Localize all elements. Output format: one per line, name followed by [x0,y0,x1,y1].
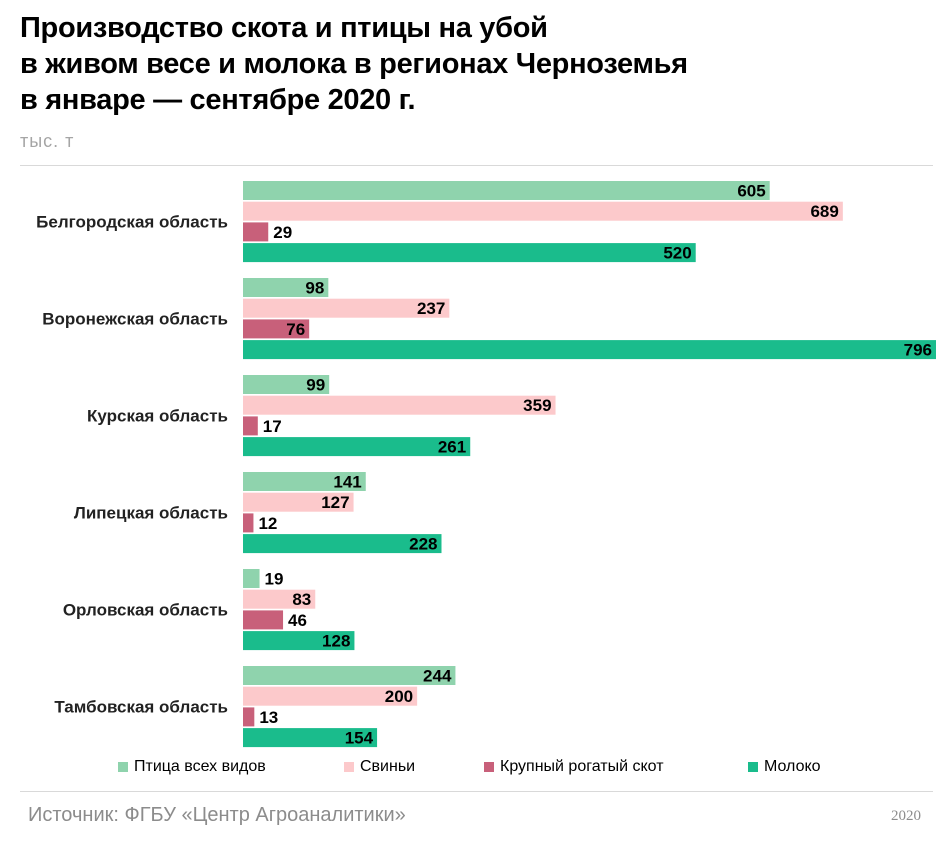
data-label: 237 [417,299,445,318]
bar [243,222,269,242]
data-label: 200 [385,687,413,706]
bar [243,666,456,685]
bar [243,492,354,512]
data-label: 689 [810,202,838,221]
bar [243,686,418,706]
bar [243,278,329,297]
bar [243,181,770,200]
data-label: 228 [409,535,437,554]
source-note: Источник: ФГБУ «Центр Агроаналитики» [28,804,406,826]
data-label: 76 [286,320,305,339]
bar [243,201,843,221]
bar [243,437,471,457]
title-line-2: в живом весе и молока в регионах Чернозе… [20,48,688,80]
data-label: 141 [333,473,361,492]
bar [243,298,450,318]
legend-label: Крупный рогатый скот [500,758,664,775]
legend-item: Свиньи [344,758,415,776]
data-label: 128 [322,632,350,651]
bar [243,569,260,588]
data-label: 19 [265,570,284,589]
bar [243,375,330,394]
data-label: 29 [273,223,292,242]
data-label: 99 [306,376,325,395]
data-label: 12 [258,514,277,533]
bar-chart: Белгородская область 605 689 29 520 Воронежск… [36,181,936,748]
bar [243,707,255,727]
legend-swatch [748,762,758,772]
legend-swatch [484,762,494,772]
data-label: 796 [904,341,932,360]
data-label: 261 [438,438,466,457]
legend-label: Птица всех видов [134,758,266,775]
data-label: 17 [263,417,282,436]
category-label: Орловская область [63,600,228,619]
bar [243,340,936,360]
data-label: 605 [737,182,765,201]
legend-swatch [118,762,128,772]
chart-title: Производство скота и птицы на убой в жив… [20,10,920,118]
bar [243,395,556,415]
data-label: 359 [523,396,551,415]
bar [243,472,366,491]
top-divider [20,165,933,166]
data-label: 98 [305,279,324,298]
bar [243,243,696,263]
category-label: Тамбовская область [54,697,228,716]
legend-label: Свиньи [360,758,416,775]
bar [243,416,258,436]
data-label: 13 [259,708,278,727]
bar [243,319,310,339]
title-line-1: Производство скота и птицы на убой [20,12,548,44]
year-label: 2020 [891,808,921,824]
data-label: 83 [292,590,311,609]
category-label: Белгородская область [36,212,228,231]
legend-item: Птица всех видов [118,758,266,776]
title-line-3: в январе — сентябре 2020 г. [20,84,416,116]
data-label: 46 [288,611,307,630]
data-label: 154 [345,729,374,748]
bar [243,513,254,533]
category-label: Липецкая область [74,503,228,522]
bar [243,610,284,630]
legend-label: Молоко [764,758,821,775]
category-label: Курская область [87,406,228,425]
data-label: 127 [321,493,349,512]
bar [243,631,355,651]
legend-item: Молоко [748,758,821,776]
bar [243,728,378,748]
legend-item: Крупный рогатый скот [484,758,664,776]
data-label: 520 [663,244,691,263]
chart-legend: Птица всех видов Свиньи Крупный рогатый ск… [0,758,945,780]
unit-label: тыс. т [20,131,75,151]
bar [243,534,442,554]
data-label: 244 [423,667,452,686]
bar [243,589,316,609]
legend-swatch [344,762,354,772]
category-label: Воронежская область [42,309,228,328]
bottom-divider [20,791,933,792]
